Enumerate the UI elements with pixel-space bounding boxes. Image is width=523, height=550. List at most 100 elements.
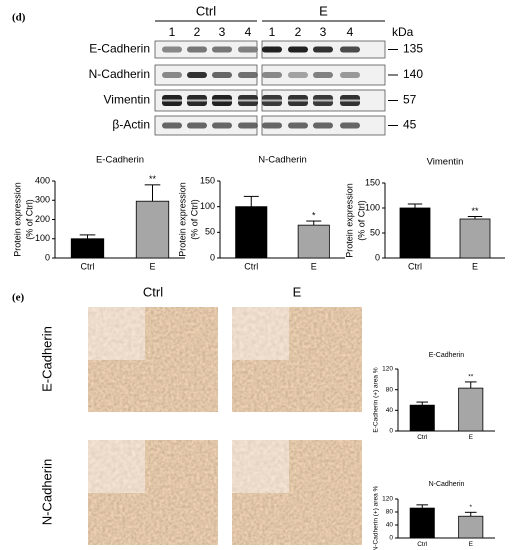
y-tick-label: 0 bbox=[389, 428, 393, 435]
y-tick-label: 50 bbox=[205, 227, 215, 237]
blot-band bbox=[340, 122, 360, 129]
blot-band bbox=[238, 99, 258, 102]
group-label: Ctrl bbox=[196, 3, 216, 18]
micrograph-inset bbox=[87, 439, 146, 494]
y-tick-label: 150 bbox=[200, 175, 215, 185]
x-tick-label: E bbox=[472, 261, 478, 271]
y-tick-label: 0 bbox=[375, 252, 380, 262]
y-tick-label: 80 bbox=[386, 509, 394, 516]
blot-band bbox=[313, 99, 333, 102]
y-tick-label: 120 bbox=[382, 366, 393, 373]
blot-band bbox=[262, 122, 282, 129]
y-tick-label: 50 bbox=[370, 227, 380, 237]
weight-label: 45 bbox=[403, 118, 417, 132]
row-label: N-Cadherin bbox=[39, 459, 54, 525]
x-tick-label: E bbox=[469, 541, 474, 548]
significance: ** bbox=[149, 174, 157, 184]
y-tick-label: 100 bbox=[365, 202, 380, 212]
chart-title: E-Cadherin bbox=[429, 352, 465, 359]
bar bbox=[70, 238, 105, 259]
significance: ** bbox=[468, 374, 474, 381]
blot-band bbox=[262, 72, 282, 78]
micrograph-inset bbox=[87, 306, 146, 361]
blot-band bbox=[238, 122, 258, 129]
protein-label: E-Cadherin bbox=[89, 42, 150, 56]
y-tick-label: 100 bbox=[200, 201, 215, 211]
blot-band bbox=[187, 122, 207, 129]
protein-label: N-Cadherin bbox=[89, 67, 150, 81]
blot-band bbox=[288, 46, 308, 53]
y-axis-label: N-Cadherin (+) area % bbox=[373, 486, 380, 550]
y-tick-label: 120 bbox=[382, 496, 393, 503]
blot-band bbox=[340, 72, 360, 78]
chart-title: Vimentin bbox=[427, 157, 464, 168]
y-tick-label: 0 bbox=[210, 252, 215, 262]
blot-band bbox=[187, 99, 207, 102]
bar bbox=[458, 387, 484, 432]
blot-band bbox=[212, 72, 232, 78]
group-label: E bbox=[319, 3, 328, 18]
bar bbox=[297, 224, 330, 259]
row-label: E-Cadherin bbox=[39, 326, 54, 392]
bar bbox=[135, 200, 170, 259]
bar bbox=[409, 404, 435, 432]
lane-label: 1 bbox=[269, 25, 276, 39]
protein-label: β-Actin bbox=[112, 118, 150, 132]
x-tick-label: E bbox=[469, 434, 474, 441]
chart-title: N-Cadherin bbox=[429, 481, 465, 488]
x-tick-label: Ctrl bbox=[244, 261, 258, 271]
unit-label: kDa bbox=[392, 25, 414, 39]
y-tick-label: 300 bbox=[35, 195, 50, 205]
micrographs bbox=[87, 306, 362, 545]
panel-label: (d) bbox=[12, 12, 26, 24]
y-tick-label: 200 bbox=[35, 214, 50, 224]
column-label: Ctrl bbox=[143, 284, 163, 299]
y-tick-label: 400 bbox=[35, 175, 50, 185]
x-tick-label: Ctrl bbox=[417, 541, 428, 548]
bar bbox=[235, 206, 268, 259]
blot-band bbox=[340, 46, 360, 53]
blot-band bbox=[313, 122, 333, 129]
column-label: E bbox=[293, 284, 302, 299]
bar bbox=[459, 218, 491, 259]
y-axis-label: (% of Ctrl) bbox=[24, 199, 34, 240]
blot-band bbox=[187, 46, 207, 53]
x-tick-label: Ctrl bbox=[408, 261, 422, 271]
weight-label: 57 bbox=[403, 93, 417, 107]
y-axis-label: E-Cadherin (+) area % bbox=[373, 367, 380, 432]
y-tick-label: 0 bbox=[389, 535, 393, 542]
lane-label: 3 bbox=[320, 25, 327, 39]
bar bbox=[458, 515, 484, 539]
x-tick-label: E bbox=[149, 261, 155, 271]
blot-band bbox=[162, 72, 182, 78]
y-tick-label: 40 bbox=[386, 522, 394, 529]
blot-band bbox=[262, 99, 282, 102]
blot-band bbox=[162, 46, 182, 53]
blot-band bbox=[262, 46, 282, 53]
blot-band bbox=[212, 46, 232, 53]
weight-label: 135 bbox=[403, 42, 423, 56]
blot-band bbox=[212, 99, 232, 102]
y-axis-label: (% of Ctrl) bbox=[189, 199, 199, 240]
y-axis-label: (% of Ctrl) bbox=[356, 200, 366, 241]
micrograph-inset bbox=[231, 439, 290, 494]
bar bbox=[409, 507, 435, 539]
blot-band bbox=[288, 99, 308, 102]
significance: ** bbox=[471, 206, 479, 216]
y-tick-label: 150 bbox=[365, 177, 380, 187]
blot-band bbox=[238, 46, 258, 53]
y-tick-label: 0 bbox=[45, 252, 50, 262]
lane-label: 3 bbox=[219, 25, 226, 39]
chart-title: N-Cadherin bbox=[258, 155, 307, 166]
lane-label: 4 bbox=[245, 25, 252, 39]
micrograph-inset bbox=[231, 306, 290, 361]
y-tick-label: 40 bbox=[386, 407, 394, 414]
blot-band bbox=[162, 122, 182, 129]
lane-label: 1 bbox=[169, 25, 176, 39]
y-axis-label: Protein expression bbox=[177, 182, 187, 257]
blot-band bbox=[187, 72, 207, 78]
y-axis-label: Protein expression bbox=[12, 182, 22, 257]
blot-band bbox=[212, 122, 232, 129]
x-tick-label: Ctrl bbox=[81, 261, 95, 271]
blot-band bbox=[238, 72, 258, 78]
